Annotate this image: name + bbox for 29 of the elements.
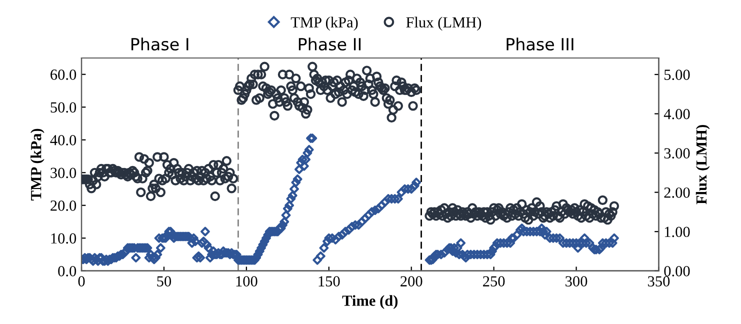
- x-tick-label: 300: [566, 276, 588, 286]
- y-tick-label: 60.0: [50, 70, 76, 80]
- y2-axis-title: Flux (LMH): [696, 125, 710, 204]
- x-tick-label: 50: [157, 276, 172, 286]
- legend-label: Flux (LMH): [406, 16, 482, 31]
- y-tick-label: 30.0: [50, 168, 76, 178]
- x-axis-title: Time (d): [342, 295, 398, 309]
- x-tick-label: 200: [400, 276, 422, 286]
- x-tick-label: 150: [318, 276, 340, 286]
- y2-tick-label: 1.00: [664, 226, 690, 238]
- legend-label: TMP (kPa): [290, 16, 358, 31]
- y2-tick-label: 2.00: [664, 187, 690, 198]
- text: Phase I: [131, 38, 188, 51]
- y2-tick-label: 0.00: [664, 266, 690, 276]
- y-tick-label: 50.0: [50, 102, 76, 113]
- y2-tick-label: 3.00: [664, 148, 690, 159]
- text: Phase II: [298, 38, 361, 51]
- y2-tick-label: 4.00: [664, 108, 690, 120]
- x-tick-label: 100: [236, 276, 258, 286]
- x-tick-label: 250: [483, 276, 505, 286]
- y-axis-title: TMP (kPa): [30, 128, 44, 200]
- y-tick-label: 10.0: [51, 233, 76, 244]
- text: Phase III: [506, 38, 574, 51]
- y-tick-label: 20.0: [50, 200, 76, 211]
- y-tick-label: 40.0: [50, 135, 76, 146]
- y2-tick-label: 5.00: [664, 70, 690, 80]
- y-tick-label: 0.0: [58, 266, 76, 276]
- x-tick-label: 0: [78, 276, 85, 286]
- x-tick-label: 350: [648, 276, 670, 286]
